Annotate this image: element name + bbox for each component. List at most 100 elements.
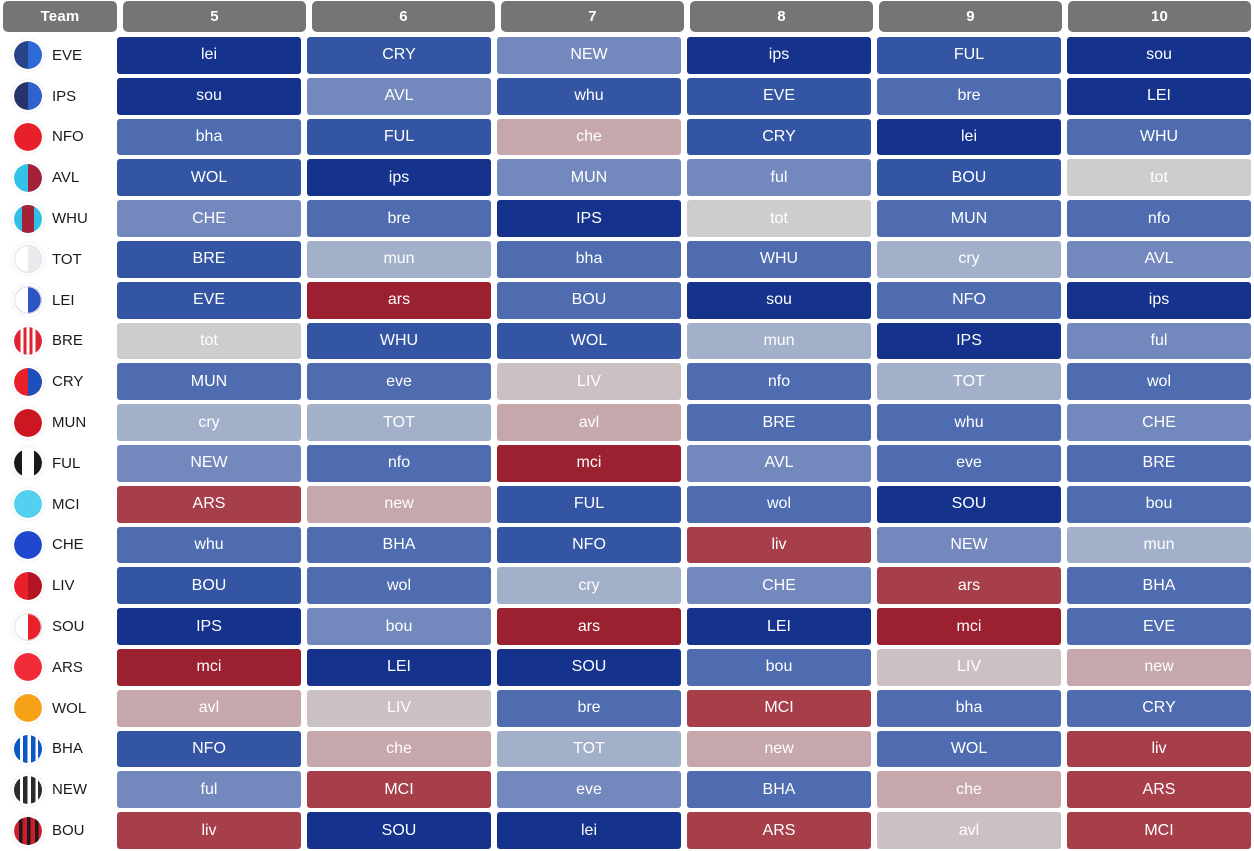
fixture-cell[interactable]: avl	[117, 689, 301, 727]
fixture-cell[interactable]: ARS	[117, 485, 301, 523]
fixture-cell[interactable]: liv	[117, 812, 301, 849]
fixture-cell[interactable]: LEI	[687, 608, 871, 645]
team-cell[interactable]: WOL	[0, 687, 114, 729]
fixture-cell[interactable]: TOT	[877, 363, 1061, 401]
fixture-cell[interactable]: TOT	[307, 404, 491, 441]
fixture-cell[interactable]: che	[497, 118, 681, 156]
team-cell[interactable]: FUL	[0, 442, 114, 484]
header-gameweek-8[interactable]: 8	[690, 1, 873, 32]
fixture-cell[interactable]: eve	[877, 444, 1061, 482]
fixture-cell[interactable]: EVE	[1067, 608, 1251, 645]
fixture-cell[interactable]: MCI	[1067, 812, 1251, 849]
fixture-cell[interactable]: ips	[687, 37, 871, 74]
fixture-cell[interactable]: new	[307, 485, 491, 523]
fixture-cell[interactable]: sou	[687, 281, 871, 319]
fixture-cell[interactable]: ARS	[1067, 771, 1251, 809]
fixture-cell[interactable]: LEI	[307, 648, 491, 686]
fixture-cell[interactable]: NEW	[117, 444, 301, 482]
fixture-cell[interactable]: nfo	[687, 363, 871, 401]
fixture-cell[interactable]: AVL	[687, 444, 871, 482]
fixture-cell[interactable]: che	[877, 771, 1061, 809]
fixture-cell[interactable]: liv	[1067, 730, 1251, 768]
fixture-cell[interactable]: IPS	[117, 608, 301, 645]
team-cell[interactable]: BOU	[0, 810, 114, 851]
fixture-cell[interactable]: cry	[497, 567, 681, 605]
fixture-cell[interactable]: ful	[1067, 322, 1251, 360]
fixture-cell[interactable]: avl	[497, 404, 681, 441]
fixture-cell[interactable]: lei	[497, 812, 681, 849]
fixture-cell[interactable]: ful	[687, 159, 871, 197]
header-gameweek-7[interactable]: 7	[501, 1, 684, 32]
header-gameweek-6[interactable]: 6	[312, 1, 495, 32]
fixture-cell[interactable]: BRE	[1067, 444, 1251, 482]
fixture-cell[interactable]: whu	[117, 526, 301, 564]
fixture-cell[interactable]: LEI	[1067, 77, 1251, 115]
fixture-cell[interactable]: MCI	[307, 771, 491, 809]
fixture-cell[interactable]: lei	[117, 37, 301, 74]
fixture-cell[interactable]: CRY	[1067, 689, 1251, 727]
fixture-cell[interactable]: mun	[687, 322, 871, 360]
fixture-cell[interactable]: NFO	[877, 281, 1061, 319]
fixture-cell[interactable]: bre	[877, 77, 1061, 115]
team-cell[interactable]: BRE	[0, 320, 114, 362]
fixture-cell[interactable]: avl	[877, 812, 1061, 849]
team-cell[interactable]: SOU	[0, 606, 114, 647]
fixture-cell[interactable]: IPS	[877, 322, 1061, 360]
fixture-cell[interactable]: ars	[307, 281, 491, 319]
fixture-cell[interactable]: AVL	[307, 77, 491, 115]
fixture-cell[interactable]: BOU	[877, 159, 1061, 197]
fixture-cell[interactable]: CRY	[687, 118, 871, 156]
fixture-cell[interactable]: mci	[497, 444, 681, 482]
fixture-cell[interactable]: sou	[117, 77, 301, 115]
header-team-column[interactable]: Team	[3, 1, 117, 32]
fixture-cell[interactable]: BOU	[497, 281, 681, 319]
header-gameweek-5[interactable]: 5	[123, 1, 306, 32]
fixture-cell[interactable]: IPS	[497, 200, 681, 237]
fixture-cell[interactable]: tot	[1067, 159, 1251, 197]
header-gameweek-9[interactable]: 9	[879, 1, 1062, 32]
fixture-cell[interactable]: NEW	[497, 37, 681, 74]
fixture-cell[interactable]: BRE	[117, 240, 301, 278]
team-cell[interactable]: LIV	[0, 565, 114, 607]
fixture-cell[interactable]: WOL	[497, 322, 681, 360]
fixture-cell[interactable]: CHE	[687, 567, 871, 605]
fixture-cell[interactable]: CRY	[307, 37, 491, 74]
header-gameweek-10[interactable]: 10	[1068, 1, 1251, 32]
fixture-cell[interactable]: BRE	[687, 404, 871, 441]
fixture-cell[interactable]: NFO	[117, 730, 301, 768]
team-cell[interactable]: TOT	[0, 238, 114, 280]
fixture-cell[interactable]: NEW	[877, 526, 1061, 564]
team-cell[interactable]: NEW	[0, 769, 114, 811]
fixture-cell[interactable]: CHE	[117, 200, 301, 237]
fixture-cell[interactable]: eve	[497, 771, 681, 809]
fixture-cell[interactable]: cry	[117, 404, 301, 441]
fixture-cell[interactable]: nfo	[1067, 200, 1251, 237]
fixture-cell[interactable]: bha	[877, 689, 1061, 727]
fixture-cell[interactable]: WHU	[1067, 118, 1251, 156]
team-cell[interactable]: NFO	[0, 116, 114, 158]
fixture-cell[interactable]: FUL	[877, 37, 1061, 74]
fixture-cell[interactable]: liv	[687, 526, 871, 564]
fixture-cell[interactable]: MCI	[687, 689, 871, 727]
fixture-cell[interactable]: WOL	[877, 730, 1061, 768]
fixture-cell[interactable]: LIV	[307, 689, 491, 727]
fixture-cell[interactable]: BHA	[307, 526, 491, 564]
fixture-cell[interactable]: mun	[307, 240, 491, 278]
fixture-cell[interactable]: wol	[687, 485, 871, 523]
fixture-cell[interactable]: tot	[117, 322, 301, 360]
fixture-cell[interactable]: ips	[307, 159, 491, 197]
fixture-cell[interactable]: mci	[877, 608, 1061, 645]
fixture-cell[interactable]: LIV	[497, 363, 681, 401]
fixture-cell[interactable]: TOT	[497, 730, 681, 768]
fixture-cell[interactable]: cry	[877, 240, 1061, 278]
team-cell[interactable]: CRY	[0, 361, 114, 403]
fixture-cell[interactable]: MUN	[877, 200, 1061, 237]
fixture-cell[interactable]: sou	[1067, 37, 1251, 74]
fixture-cell[interactable]: new	[687, 730, 871, 768]
fixture-cell[interactable]: wol	[307, 567, 491, 605]
fixture-cell[interactable]: ARS	[687, 812, 871, 849]
fixture-cell[interactable]: MUN	[497, 159, 681, 197]
fixture-cell[interactable]: WOL	[117, 159, 301, 197]
fixture-cell[interactable]: eve	[307, 363, 491, 401]
fixture-cell[interactable]: che	[307, 730, 491, 768]
